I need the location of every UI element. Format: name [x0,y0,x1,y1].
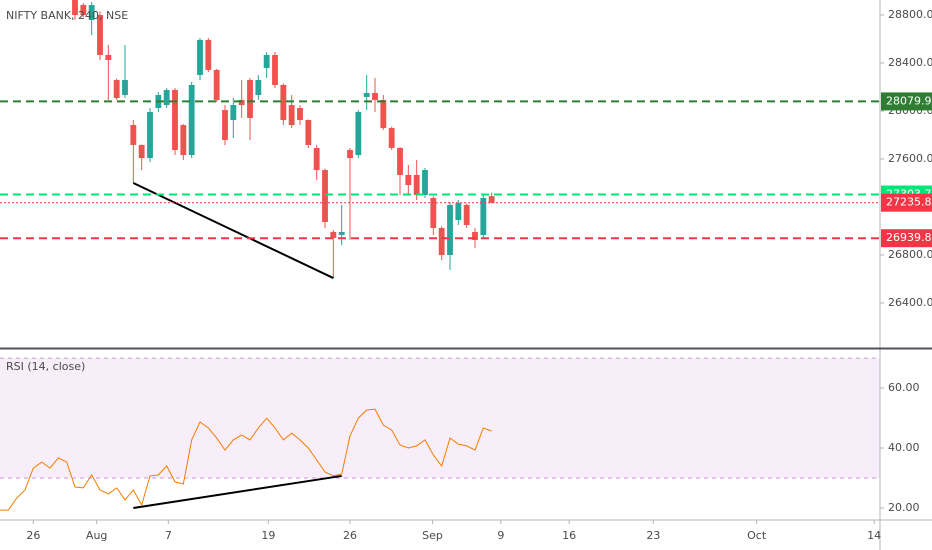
y-tick-label: 28400.00 [888,56,932,69]
price-tag-label: 28079.98 [886,94,932,107]
candle-body [230,105,237,120]
x-tick-label: Aug [86,529,107,542]
candle-body [430,198,437,228]
candle-body [180,125,187,156]
labels: NIFTY BANK, 240, NSE RSI (14, close) 264… [6,8,932,542]
rsi-band [0,358,880,479]
candle-body [138,144,145,159]
price-tag [881,193,932,212]
candle-body [205,39,212,70]
y-tick-label: 26800.00 [888,248,932,261]
candle-body [80,5,87,15]
candle-body [488,196,495,203]
candle-body [380,99,387,129]
chart-title: NIFTY BANK, 240, NSE [6,9,128,22]
candle-body [297,108,303,120]
candle-body [405,174,412,186]
price-tag-label: 26939.89 [886,231,932,244]
trend-line [133,474,342,509]
y-tick-label: 26400.00 [888,296,932,309]
price-pane [0,0,880,279]
candle-body [347,150,353,159]
candle-body [363,93,370,97]
x-tick-label: 26 [343,529,357,542]
candle-body [72,0,78,15]
candle-body [172,90,178,150]
candle-body [397,147,403,175]
candle-body [280,84,287,120]
candle-body [472,231,478,240]
x-tick-label: 23 [646,529,660,542]
x-tick-label: 7 [165,529,172,542]
candle-body [238,99,245,105]
candle-body [105,54,112,60]
candle-body [372,93,378,100]
candle-body [355,111,362,156]
rsi-pane [0,357,880,511]
trend-line [132,182,334,279]
x-tick-label: 19 [261,529,275,542]
candle-body [330,231,337,238]
candle-body [288,105,295,126]
candle-body [422,170,428,195]
candle-body [438,228,445,255]
candle-body [97,15,103,55]
candle-body [88,5,95,21]
candle-body [197,39,203,75]
candle-body [322,170,328,222]
candle-body [113,80,120,99]
candle-body [388,128,395,148]
candle-body [305,120,312,145]
x-tick-label: Sep [422,529,443,542]
candle-body [480,198,487,235]
candle-body [463,204,470,225]
y-tick-label: 27600.00 [888,152,932,165]
x-tick-label: 9 [497,529,504,542]
x-tick-label: 14 [867,529,881,542]
x-tick-label: 16 [562,529,576,542]
x-tick-label: Oct [747,529,767,542]
y-tick-label: 40.00 [888,441,920,454]
candle-body [163,90,170,105]
price-tag-label: 27235.85 [886,196,932,209]
candle-body [413,174,420,195]
candle-body [247,80,253,118]
candle-body [272,54,278,85]
candle-body [222,110,228,141]
y-tick-label: 28800.00 [888,8,932,21]
y-tick-label: 60.00 [888,381,920,394]
candle-body [263,54,270,69]
candle-body [255,80,262,96]
price-tag [881,92,932,111]
candle-body [147,111,153,159]
price-tag [881,229,932,248]
candle-body [455,203,462,220]
candle-body [122,80,128,96]
candle-body [313,147,320,171]
rsi-line [0,408,492,511]
y-tick-label: 20.00 [888,501,920,514]
candle-body [338,231,345,235]
candle-body [213,69,220,100]
candle-body [188,84,195,156]
rsi-title: RSI (14, close) [6,360,85,373]
x-tick-label: 26 [26,529,40,542]
candle-body [130,125,137,145]
candle-body [447,204,453,255]
